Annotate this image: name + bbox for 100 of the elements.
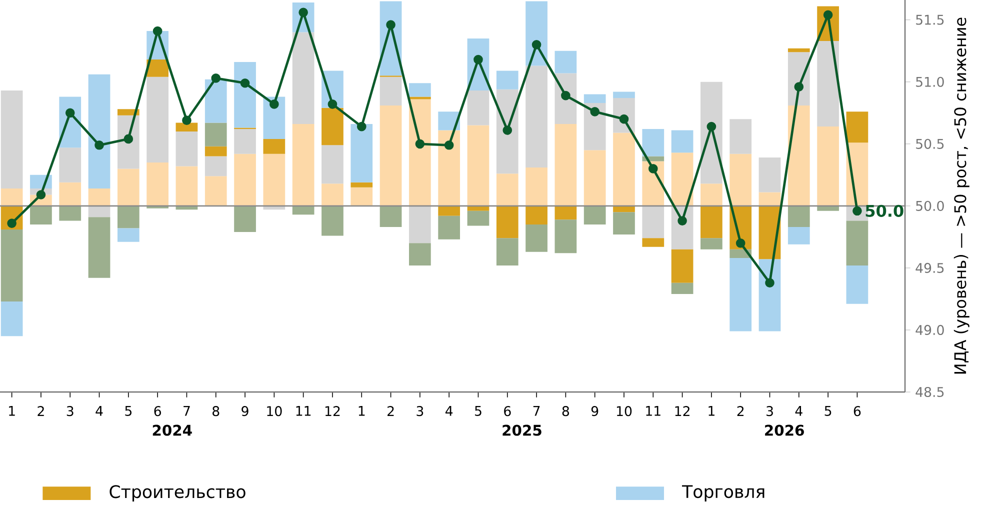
bar <box>88 206 110 218</box>
x-tick-label: 9 <box>242 406 248 416</box>
bar <box>526 167 548 206</box>
bar <box>554 50 577 74</box>
bar <box>204 176 227 206</box>
y2-tick-label: 49.5 <box>916 262 944 273</box>
point <box>182 116 192 125</box>
bar <box>438 216 460 240</box>
bar <box>467 90 490 126</box>
text: 2026 <box>765 424 804 436</box>
bar <box>234 129 256 154</box>
y2-tick-label: 48.5 <box>916 386 944 398</box>
bar <box>642 206 664 238</box>
bar <box>204 146 227 156</box>
bar <box>788 206 810 228</box>
bar <box>438 206 460 216</box>
bar <box>380 76 402 106</box>
bar <box>322 108 344 146</box>
bar <box>526 66 548 168</box>
point <box>298 8 308 18</box>
x-tick-label: 10 <box>616 406 632 416</box>
bar <box>613 212 635 234</box>
bar <box>117 206 140 228</box>
bar <box>146 76 168 163</box>
x-tick-label: 6 <box>154 406 161 416</box>
point <box>678 216 687 226</box>
bar <box>700 206 722 238</box>
bar <box>526 224 548 252</box>
bar <box>88 217 110 278</box>
text: 2024 <box>152 424 192 436</box>
point <box>590 106 600 116</box>
point <box>124 134 134 144</box>
bar <box>846 220 868 266</box>
legend-label: Строительство <box>110 485 246 502</box>
bar <box>496 174 518 206</box>
bar <box>0 188 23 206</box>
x-tick-label: 5 <box>125 406 132 416</box>
x-tick-label: 3 <box>766 406 773 416</box>
bar <box>117 168 140 206</box>
bar <box>642 238 664 247</box>
point <box>619 114 629 124</box>
x-tick-label: 8 <box>212 406 220 416</box>
point <box>736 238 746 248</box>
bar <box>59 148 82 182</box>
bar <box>758 158 781 192</box>
point <box>270 100 279 109</box>
bar <box>758 259 781 332</box>
bar <box>554 220 577 254</box>
bar <box>322 184 344 206</box>
bar <box>467 125 490 206</box>
bar <box>671 130 694 153</box>
bar <box>146 162 168 206</box>
point <box>852 206 862 216</box>
bar <box>263 96 286 139</box>
bar <box>322 206 344 236</box>
bar <box>700 184 722 206</box>
y2-axis-title: ИДА (уровень) — >50 рост, <50 снижение <box>954 18 970 374</box>
bar <box>758 192 781 206</box>
x-tick-label: 1 <box>708 406 714 416</box>
bar <box>30 206 52 225</box>
bar <box>204 79 227 123</box>
x-tick-label: 7 <box>184 406 190 416</box>
bar <box>176 131 198 166</box>
point <box>94 140 104 150</box>
point <box>7 218 16 228</box>
bar <box>613 132 635 206</box>
text: 2025 <box>502 424 542 436</box>
bar <box>788 48 810 52</box>
bar <box>496 70 518 90</box>
bar <box>292 32 314 124</box>
bar <box>234 206 256 232</box>
bar <box>408 206 431 244</box>
point <box>356 122 366 132</box>
x-tick-label: 5 <box>824 406 832 416</box>
bar <box>788 105 810 206</box>
bar <box>234 154 256 206</box>
bar <box>554 206 577 220</box>
x-tick-label: 11 <box>646 406 660 416</box>
bar <box>496 238 518 266</box>
bar <box>408 243 431 266</box>
point <box>240 78 250 88</box>
point <box>823 10 833 20</box>
bar <box>700 238 722 250</box>
bar <box>0 301 23 336</box>
x-tick-label: 3 <box>66 406 74 416</box>
x-tick-label: 10 <box>267 406 282 416</box>
bar <box>0 90 23 189</box>
bar <box>846 265 868 304</box>
bar <box>88 188 110 206</box>
x-tick-label: 9 <box>591 406 598 416</box>
y2-tick-label: 50.5 <box>916 138 944 149</box>
bar <box>0 229 23 302</box>
bar <box>380 105 402 206</box>
point <box>765 278 774 288</box>
y2-tick-label: 51.5 <box>916 14 944 25</box>
bar <box>817 40 839 127</box>
x-tick-label: 11 <box>296 406 311 416</box>
x-tick-label: 5 <box>475 406 482 416</box>
bar <box>350 182 373 188</box>
x-tick-label: 3 <box>416 406 424 416</box>
